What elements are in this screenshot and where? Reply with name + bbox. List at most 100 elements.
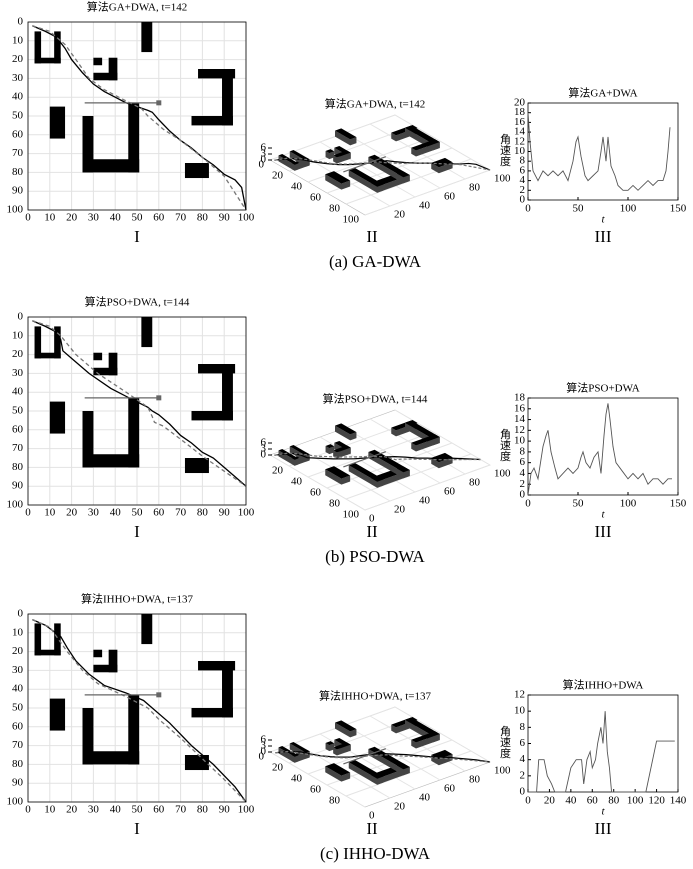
frame <box>27 316 247 506</box>
y-tick-label: 0 <box>18 16 24 28</box>
obstacle <box>93 664 118 673</box>
y-tick-label: 50 <box>12 110 24 122</box>
obstacle-side <box>325 174 351 190</box>
y-tick-label: 40 <box>291 476 303 488</box>
obstacle <box>34 31 42 64</box>
y-axis-label: 角速度 <box>498 725 511 759</box>
y-tick-label: 20 <box>12 53 24 65</box>
panel-label: III <box>595 522 612 541</box>
obstacle-top <box>411 731 440 743</box>
obstacle <box>191 708 233 718</box>
y-tick-label: 10 <box>12 34 24 46</box>
obstacle-side <box>431 162 453 174</box>
obstacle-side <box>411 141 440 157</box>
panel-label: II <box>366 227 378 246</box>
y-tick-label: 12 <box>514 135 525 147</box>
y-tick-label: 10 <box>12 626 24 638</box>
obstacle-side <box>368 748 410 776</box>
x-tick-label: 80 <box>197 507 209 519</box>
obstacle <box>141 614 153 645</box>
y-tick-label: 2 <box>520 184 526 196</box>
grid-line <box>394 706 491 763</box>
x-tick-label: 70 <box>175 212 187 224</box>
x-tick-label: 90 <box>219 507 231 519</box>
y-tick-label: 6 <box>520 456 526 468</box>
grid-line <box>364 464 491 511</box>
obstacle <box>198 69 236 79</box>
x-tick-label: 10 <box>44 507 56 519</box>
obstacle-top <box>325 763 351 776</box>
x-tick-label: 70 <box>175 507 187 519</box>
x-tick-label: 100 <box>620 203 637 215</box>
obstacle <box>198 661 236 671</box>
obstacle-top <box>325 444 335 449</box>
x-tick-label: 150 <box>670 203 687 215</box>
y-tick-label: 4 <box>520 753 526 765</box>
obstacle <box>108 57 118 81</box>
x-tick-label: 20 <box>66 507 78 519</box>
obstacle <box>184 458 209 474</box>
obstacle-top <box>335 423 357 435</box>
chart-title: 算法IHHO+DWA, t=137 <box>81 592 194 606</box>
y-tick-label: 4 <box>520 174 526 186</box>
obstacle-side <box>431 457 453 469</box>
obstacle <box>191 116 233 126</box>
x-tick-label: 30 <box>88 212 100 224</box>
obstacle-top <box>335 128 357 140</box>
y-tick-label: 90 <box>12 777 24 789</box>
obstacle-top <box>333 445 351 453</box>
x-tick-label: 40 <box>419 495 431 507</box>
x-axis-label: t <box>601 509 605 521</box>
caption: (b) PSO-DWA <box>325 547 425 566</box>
panel-label: I <box>134 819 140 838</box>
obstacle <box>82 116 94 173</box>
x-tick-label: 40 <box>110 212 122 224</box>
x-tick-label: 140 <box>670 795 687 807</box>
y-tick-label: 80 <box>12 758 24 770</box>
grid-line <box>394 114 491 171</box>
x-tick-label: 60 <box>444 486 456 498</box>
path-line-3d <box>274 157 491 171</box>
obstacle-side <box>411 436 440 452</box>
x-tick-label: 50 <box>573 498 585 510</box>
panel-label: III <box>595 227 612 246</box>
x-tick-label: 60 <box>153 212 165 224</box>
y-tick-label: 40 <box>12 91 24 103</box>
y-tick-label: 8 <box>520 155 526 167</box>
x-tick-label: 40 <box>565 795 577 807</box>
panel-label: I <box>134 227 140 246</box>
x-tick-label: 0 <box>25 804 31 816</box>
y-tick-label: 0 <box>520 786 526 798</box>
y-tick-label: 80 <box>12 166 24 178</box>
obstacle-top <box>431 157 453 168</box>
y-tick-label: 10 <box>514 435 526 447</box>
obstacle-top <box>325 741 335 746</box>
frame <box>27 613 247 803</box>
series-line <box>527 112 671 191</box>
obstacle <box>82 411 94 468</box>
obstacle-top <box>368 449 410 473</box>
obstacle <box>34 623 42 656</box>
y-tick-label: 100 <box>7 204 24 216</box>
x-tick-label: 80 <box>197 212 209 224</box>
obstacle <box>141 22 153 53</box>
obstacle <box>128 102 140 173</box>
obstacle <box>222 69 233 126</box>
z-tick-label: 6 <box>261 142 267 154</box>
z-tick-label: 0 <box>261 746 267 758</box>
marker <box>156 100 162 106</box>
obstacle <box>54 31 61 64</box>
y-axis-label: 角速度 <box>498 133 511 167</box>
chart-title: 算法PSO+DWA <box>566 381 639 395</box>
y-tick-label: 60 <box>310 487 322 499</box>
x-tick-label: 80 <box>197 804 209 816</box>
obstacle <box>198 364 236 374</box>
obstacle <box>49 106 66 139</box>
y-tick-label: 0 <box>520 194 526 206</box>
x-tick-label: 20 <box>544 795 556 807</box>
path-line-3d <box>343 451 387 468</box>
x-tick-label: 100 <box>238 804 255 816</box>
y-tick-label: 60 <box>12 720 24 732</box>
path-line-3d <box>274 452 481 461</box>
x-tick-label: 50 <box>132 212 144 224</box>
